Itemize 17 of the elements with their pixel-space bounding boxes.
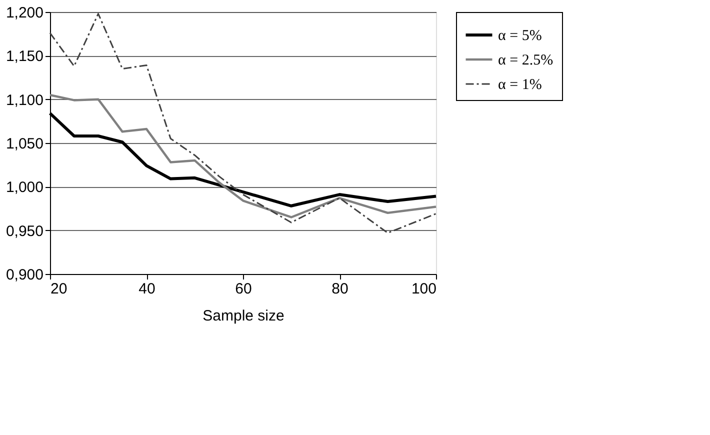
y-tick-label: 1,050 xyxy=(6,136,44,152)
x-tick-label: 60 xyxy=(235,280,252,298)
x-tick-label: 100 xyxy=(411,280,436,298)
y-tick-label: 1,000 xyxy=(6,179,44,196)
y-tick-label: 1,200 xyxy=(6,4,44,22)
y-tick-label: 1,150 xyxy=(6,48,44,66)
x-tick-label: 40 xyxy=(138,280,156,298)
y-tick-label: 1,100 xyxy=(6,92,44,109)
legend-label: α = 1% xyxy=(498,77,542,93)
x-axis-title: Sample size xyxy=(202,308,284,324)
line-series xyxy=(48,94,438,218)
legend-label: α = 2.5% xyxy=(498,52,554,68)
x-tick-label: 20 xyxy=(50,280,68,298)
y-tick-label: 0,950 xyxy=(6,222,44,240)
legend-label: α = 5% xyxy=(498,28,542,44)
y-tick-label: 0,900 xyxy=(6,266,44,284)
x-tick-label: 80 xyxy=(332,280,348,298)
